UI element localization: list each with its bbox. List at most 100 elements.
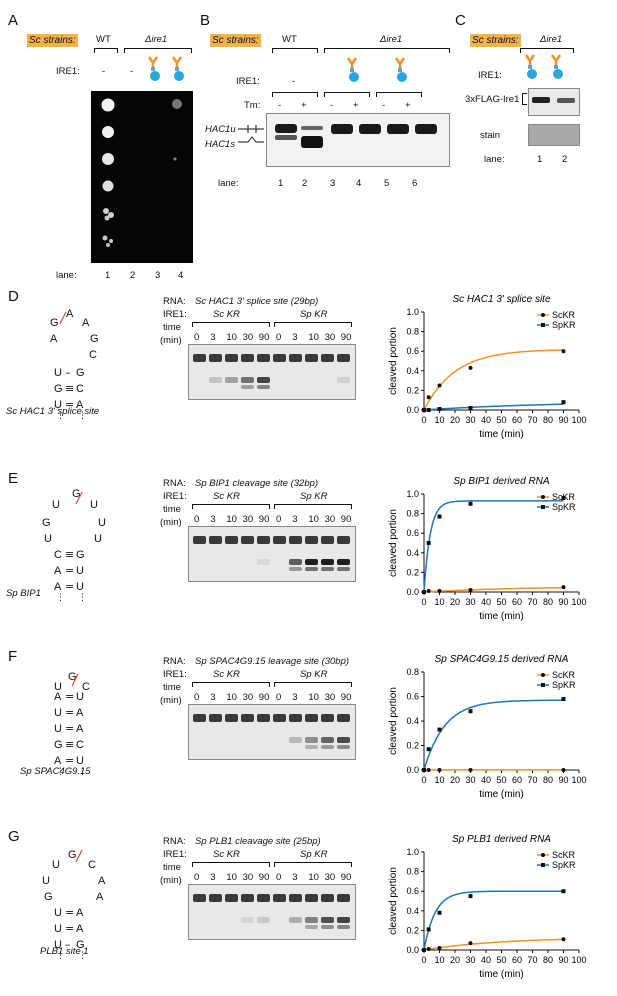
svg-text:U: U	[54, 907, 62, 919]
svg-text:⋮: ⋮	[56, 950, 65, 960]
ire1-construct-icon	[524, 54, 537, 79]
data-point-ScKR	[468, 365, 473, 370]
svg-text:G: G	[42, 517, 51, 529]
panel-c-letter: C	[455, 12, 466, 29]
svg-text:=: =	[65, 564, 74, 577]
legend-marker	[541, 853, 545, 857]
gel-rna-label: RNA:	[163, 656, 186, 667]
legend-label: SpKR	[552, 860, 576, 870]
data-point-SpKR	[561, 889, 566, 894]
data-point-SpKR	[468, 894, 473, 899]
x-tick-label: 10	[434, 415, 444, 425]
chart-title: Sp SPAC4G9.15 derived RNA	[435, 654, 569, 665]
x-tick-label: 50	[496, 775, 506, 785]
svg-text:U: U	[52, 859, 60, 871]
x-tick-label: 40	[481, 775, 491, 785]
gel-time-value: 30	[242, 514, 254, 525]
gel-rna-label: RNA:	[163, 478, 186, 489]
gel-time-value: 30	[324, 514, 336, 525]
panel-b-bracket-3	[376, 92, 422, 97]
gel-ire1-label: IRE1:	[163, 309, 187, 320]
x-tick-label: 30	[465, 415, 475, 425]
x-tick-label: 40	[481, 955, 491, 965]
svg-text:A: A	[76, 707, 84, 719]
gel-time-value: 90	[258, 872, 270, 883]
legend-marker	[541, 495, 545, 499]
panel-a-spot-plate	[91, 91, 193, 263]
legend-marker	[541, 673, 545, 677]
panel-c-flag-bracket	[522, 93, 527, 105]
panel-b-lane-2: 2	[302, 178, 308, 189]
x-tick-label: 60	[512, 775, 522, 785]
panel-b-tm-6: +	[405, 100, 411, 111]
panel-c-ire1-icons	[524, 54, 563, 79]
legend-label: SpKR	[552, 320, 576, 330]
x-tick-label: 0	[421, 775, 426, 785]
svg-text:A: A	[76, 923, 84, 935]
svg-text:U: U	[54, 939, 62, 951]
panel-b-bracket-1	[272, 92, 318, 97]
panel-a-lane-1: 1	[105, 270, 111, 281]
gel-time-value: 0	[276, 692, 282, 703]
panel-b-mutant-bracket	[324, 48, 450, 53]
svg-text:U: U	[76, 755, 84, 767]
x-tick-label: 40	[481, 415, 491, 425]
gel-time-value: 3	[210, 872, 216, 883]
y-tick-label: 0.2	[406, 925, 419, 935]
y-tick-label: 0.6	[406, 692, 419, 702]
legend-marker	[541, 505, 545, 509]
gel-sc-bracket	[192, 504, 270, 509]
panel-c-bracket	[520, 48, 574, 53]
panel-b-ire1-label: IRE1:	[236, 76, 260, 87]
gel-time-value: 0	[194, 872, 200, 883]
panel-b-tm-5: -	[382, 100, 386, 111]
panel-b-hac1s-label: HAC1s	[205, 139, 236, 150]
svg-text:U: U	[54, 723, 62, 735]
svg-text:A: A	[76, 399, 84, 411]
svg-text:C: C	[89, 349, 97, 361]
ire1-construct-icon	[171, 56, 184, 81]
svg-text:U: U	[42, 875, 50, 887]
x-tick-label: 90	[558, 597, 568, 607]
svg-text:U: U	[94, 533, 102, 545]
panel-a-lane-2: 2	[130, 270, 136, 281]
panel-b-ire1-wt: -	[292, 76, 296, 87]
panel-c-lane-label: lane:	[484, 154, 505, 165]
gel-ire1-label: IRE1:	[163, 669, 187, 680]
panel-b-tm-4: +	[353, 100, 359, 111]
panel-b-lane-1: 1	[278, 178, 284, 189]
gel-sc-kr-label: Sc KR	[213, 309, 240, 320]
x-axis-label: time (min)	[479, 969, 523, 980]
gel-time-value: 10	[226, 692, 237, 703]
svg-text:≡: ≡	[65, 382, 74, 395]
panel-a-wt-bracket	[94, 48, 118, 53]
cleavage-kinetics-chart: Sp PLB1 derived RNA 0.0 0.2 0.4 0.6 0.8 1.0 0 10…	[388, 834, 587, 980]
panel-a-wt: WT	[96, 34, 111, 45]
cleavage-kinetics-chart: Sc HAC1 3' splice site 0.0 0.2 0.4 0.6 0.8 1.0…	[388, 294, 587, 440]
svg-text:=: =	[65, 906, 74, 919]
panel-b-gel	[266, 113, 450, 167]
gel-time-value: 30	[324, 332, 336, 343]
structure-caption: Sp SPAC4G9.15	[20, 766, 91, 777]
legend-label: SpKR	[552, 680, 576, 690]
gel-min-label: (min)	[160, 695, 182, 706]
gel-time-value: 10	[308, 692, 319, 703]
y-tick-label: 0.0	[406, 765, 419, 775]
gel-time-value: 0	[276, 872, 282, 883]
y-tick-label: 0.8	[406, 509, 419, 519]
data-point-SpKR	[422, 408, 426, 412]
gel-time-value: 90	[258, 332, 270, 343]
gel-sc-bracket	[192, 862, 270, 867]
y-tick-label: 1.0	[406, 847, 419, 857]
cleavage-gel	[188, 704, 356, 760]
data-point-SpKR	[422, 590, 426, 594]
gel-time-value: 0	[276, 332, 282, 343]
svg-text:G: G	[54, 383, 63, 395]
gel-rna-label: RNA:	[163, 836, 186, 847]
svg-text:U: U	[76, 565, 84, 577]
data-point-ScKR	[426, 768, 431, 772]
svg-text:–: –	[65, 366, 71, 379]
cleavage-mark	[75, 491, 83, 505]
gel-sp-bracket	[274, 504, 352, 509]
